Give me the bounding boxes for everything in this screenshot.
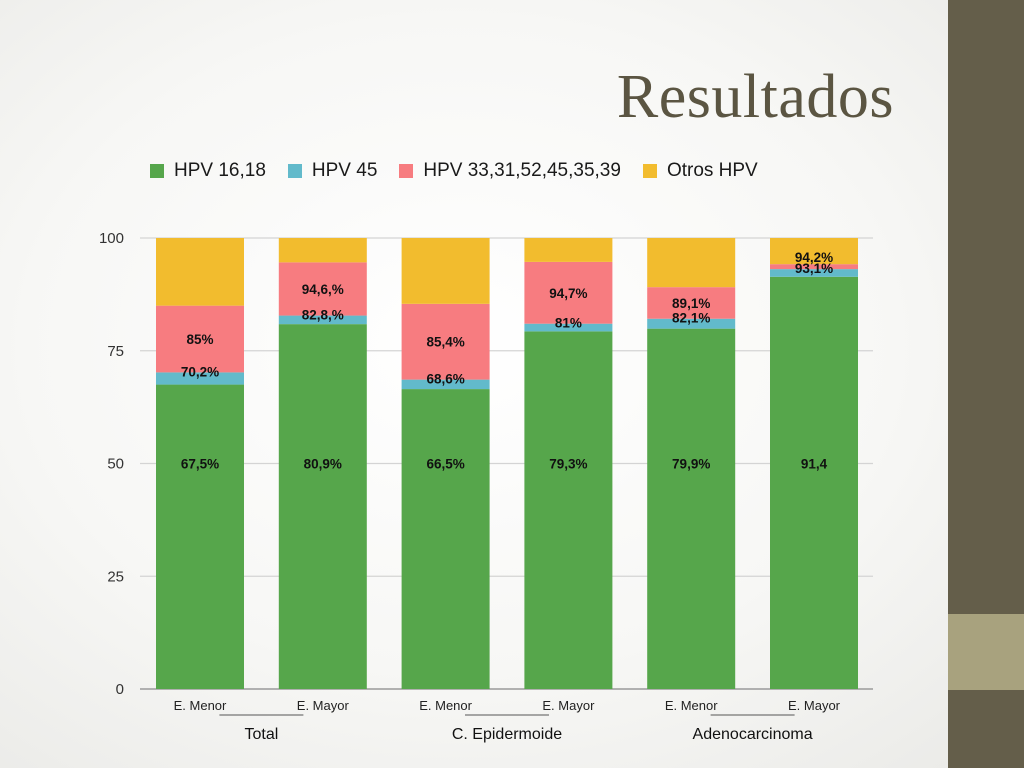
bar-segment [401,238,490,304]
data-label: 70,2% [181,364,219,379]
x-tick-label: E. Menor [174,698,227,713]
data-label: 82,8,% [302,308,344,323]
bar-segment [156,305,244,373]
data-label: 89,1% [672,296,710,311]
data-label: 81% [555,316,582,331]
bar-segment [401,389,490,689]
legend-swatch-hpv-16-18 [150,164,164,178]
y-tick-label: 50 [107,456,124,473]
data-label: 82,1% [672,311,710,326]
data-label: 93,1% [795,261,833,276]
data-label: 91,4 [801,457,828,472]
legend-label-hpv-other-types: HPV 33,31,52,45,35,39 [423,160,621,181]
group-label: C. Epidermoide [452,726,562,743]
group-label: Total [245,726,279,743]
legend-label-hpv-16-18: HPV 16,18 [174,160,266,181]
data-label: 94,2% [795,250,833,265]
bar-segment [156,384,244,689]
legend-label-hpv-45: HPV 45 [311,160,378,181]
bar-segment [524,331,613,689]
data-label: 79,3% [549,457,587,472]
bar-segment [770,264,858,270]
legend-item-hpv-16-18: HPV 16,18 [150,160,266,182]
x-tick-label: E. Mayor [542,698,595,713]
data-label: 79,9% [672,457,710,472]
legend-swatch-hpv-other-types [399,164,414,178]
group-label: Adenocarcinoma [693,726,813,743]
legend-swatch-hpv-45 [287,164,302,178]
data-label: 68,6% [426,372,464,387]
bar-segment [524,261,613,324]
y-tick-label: 100 [99,230,124,247]
y-tick-label: 0 [116,681,124,698]
legend-item-hpv-other-types: HPV 33,31,52,45,35,39 [399,160,621,182]
data-label: 85% [186,332,213,347]
data-label: 80,9% [304,457,342,472]
bar-segment [647,238,736,288]
bar-segment [647,318,736,329]
data-label: 94,6,% [302,282,344,297]
y-tick-label: 25 [107,568,124,585]
bar-segment [278,238,367,263]
bar-segment [770,238,858,265]
bar-segment [278,315,367,325]
data-label: 66,5% [426,457,464,472]
bar-segment [524,323,613,332]
x-tick-label: E. Mayor [297,698,350,713]
bar-segment [156,238,244,306]
legend-label-otros-hpv: Otros HPV [666,160,758,181]
stacked-bar-chart: 0 25 50 75 100 E. Menor E. Mayor E. Menor E. May… [99,230,873,743]
bar-segment [770,276,858,689]
bar-segment [647,328,736,689]
legend-item-hpv-45: HPV 45 [287,160,378,182]
data-label: 94,7% [549,286,587,301]
bar-segment [401,379,490,390]
bar-segment [524,238,613,262]
y-tick-label: 75 [107,343,124,360]
data-label: 67,5% [181,457,219,472]
slide-title: Resultados [616,63,894,131]
legend-swatch-otros-hpv [642,164,657,178]
legend-item-otros-hpv: Otros HPV [642,160,758,182]
bar-segment [401,303,490,380]
bar-segment [770,269,858,277]
x-tick-label: E. Menor [419,698,472,713]
bar-segment [278,324,367,689]
x-tick-label: E. Menor [665,698,718,713]
x-tick-label: E. Mayor [788,698,841,713]
bar-segment [647,287,736,319]
data-label: 85,4% [426,335,464,350]
side-accent [948,614,1024,690]
chart-legend: HPV 16,18 HPV 45 HPV 33,31,52,45,35,39 O… [150,160,780,182]
bar-segment [156,372,244,385]
bar-segment [278,262,367,316]
